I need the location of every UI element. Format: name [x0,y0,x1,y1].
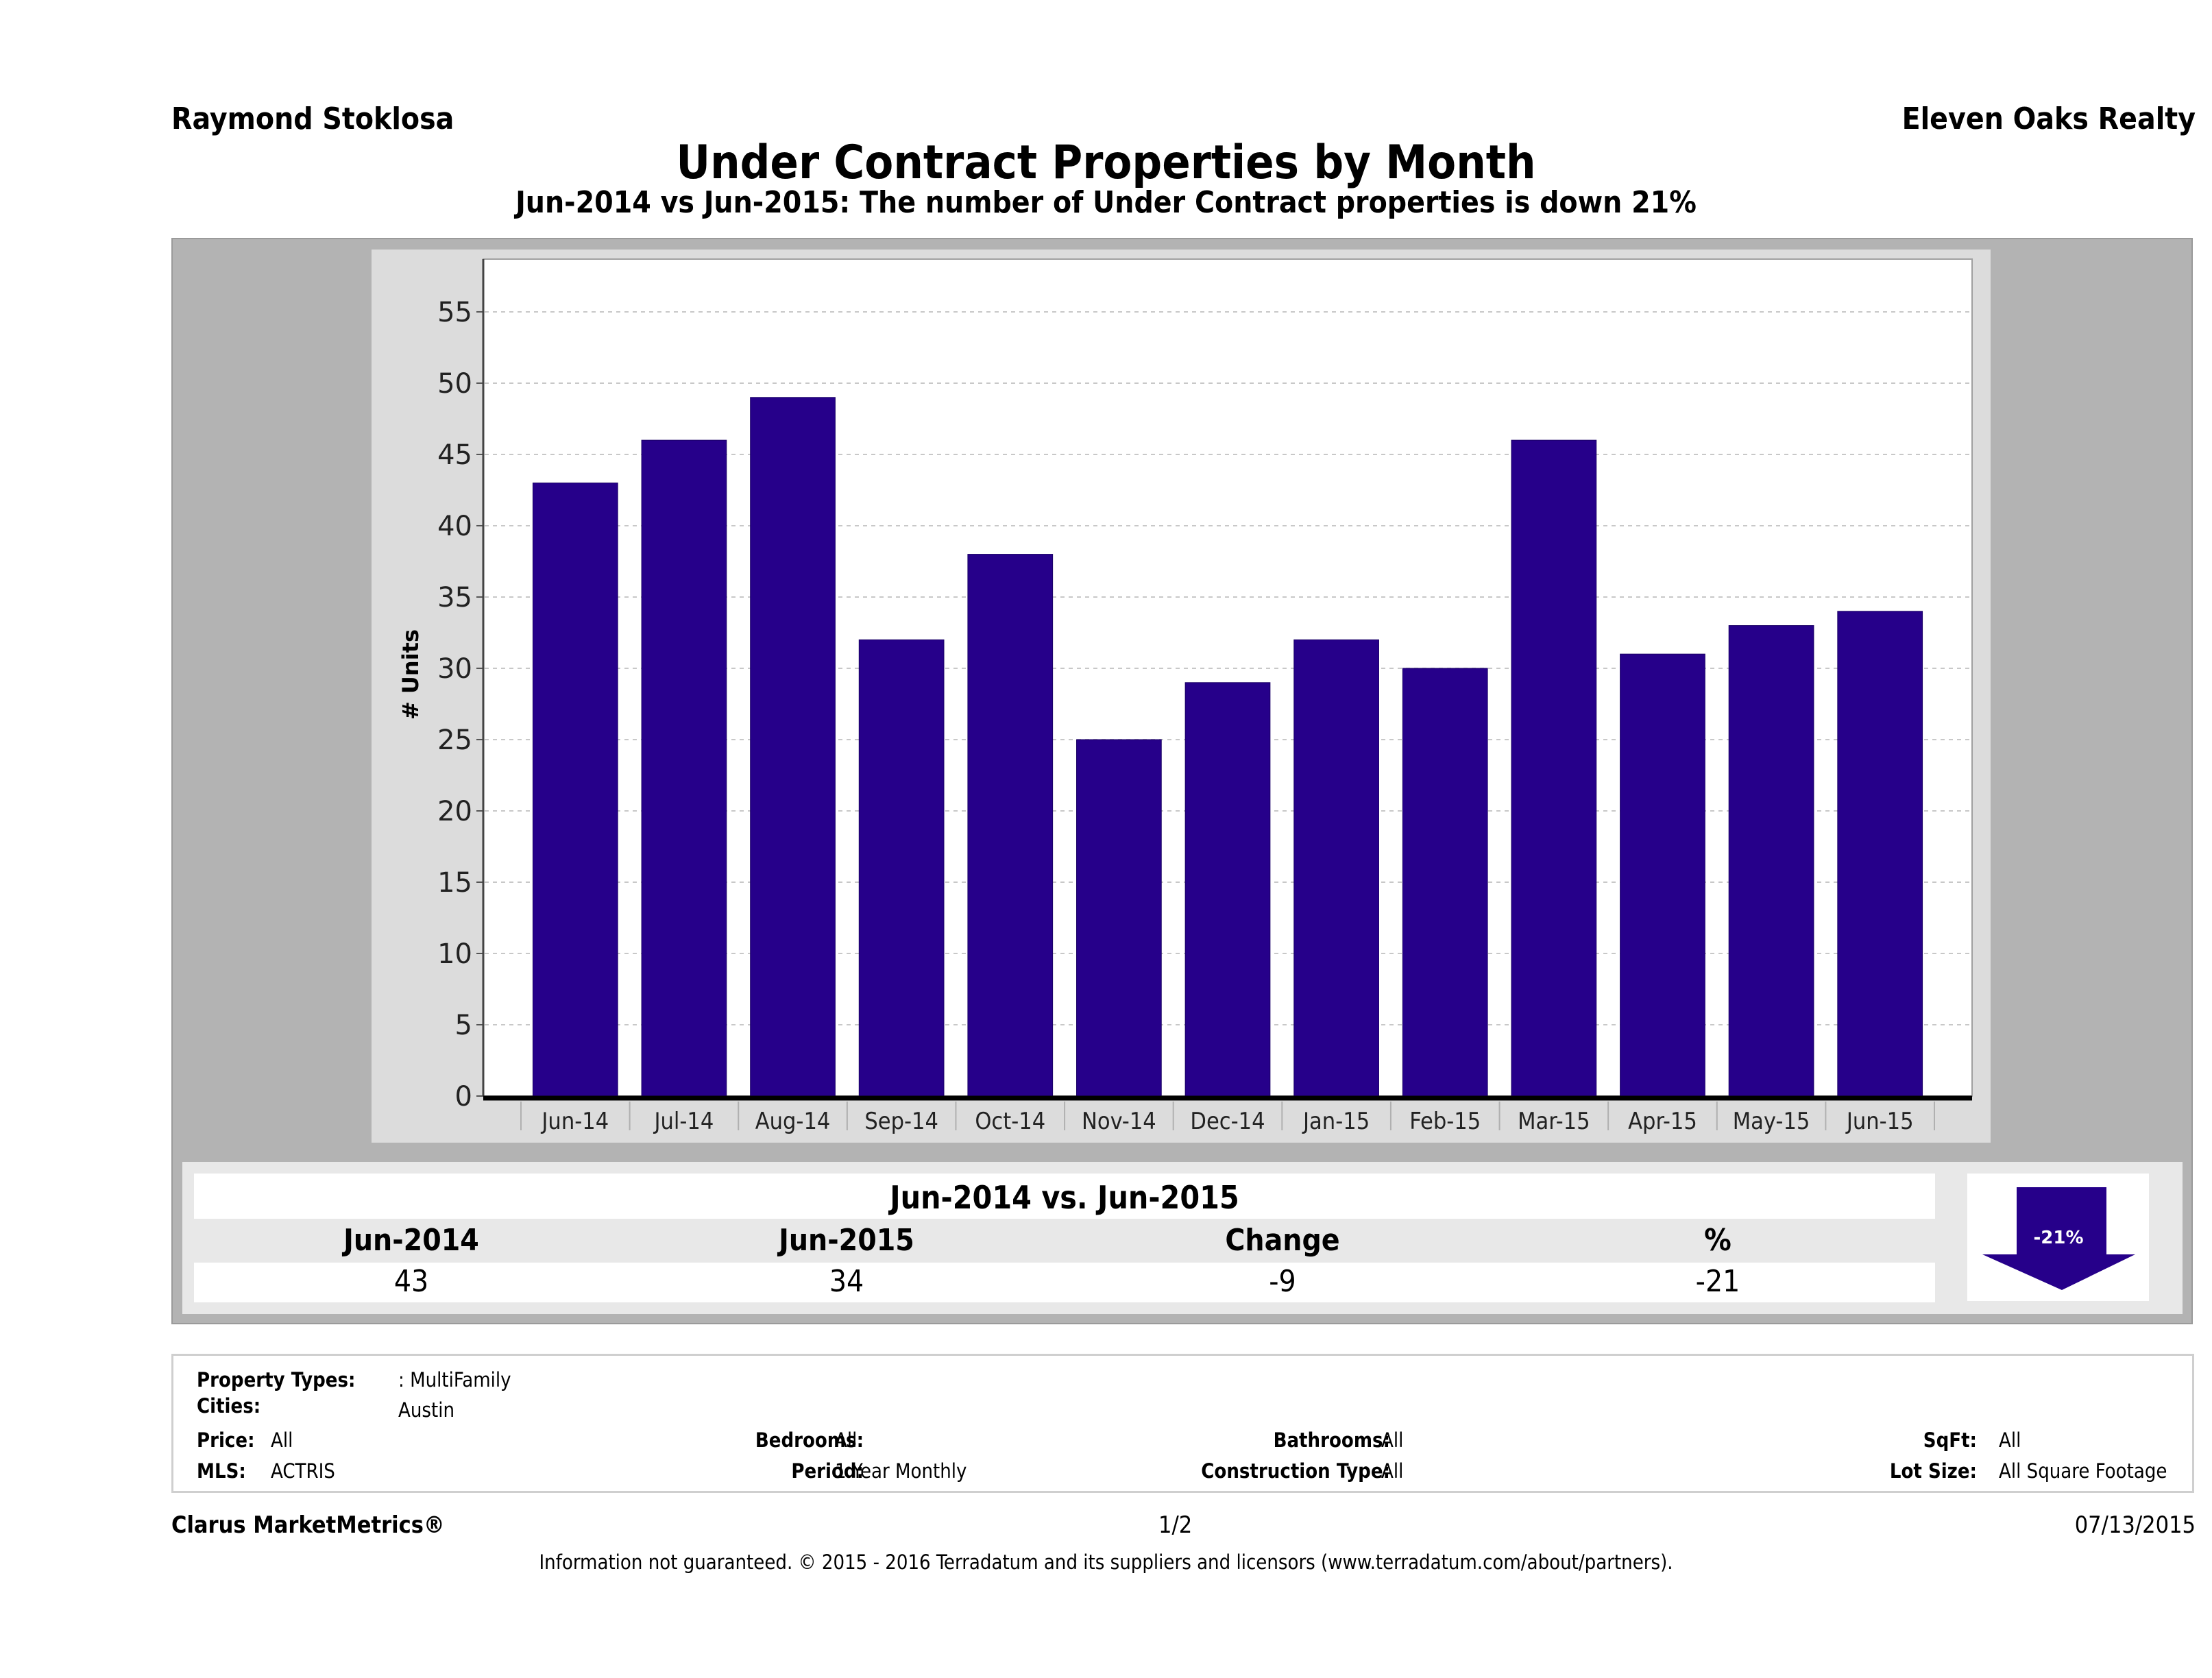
y-tick-label: 45 [437,439,472,471]
comparison-value: 34 [829,1264,864,1299]
x-tick-label: Jun-14 [540,1108,609,1135]
comparison-value: -21 [1695,1264,1740,1299]
comparison-title: Jun-2014 vs. Jun-2015 [890,1179,1239,1216]
x-tick-label: Nov-14 [1082,1108,1156,1135]
x-tick-label: Mar-15 [1518,1108,1590,1135]
comparison-header: Jun-2014 [343,1223,479,1258]
bar-sep-14 [858,639,945,1097]
bar-may-15 [1728,625,1814,1097]
price-label: Price: [197,1428,255,1452]
down-arrow-icon [1982,1187,2135,1290]
comparison-header: Change [1225,1223,1340,1258]
mls-label: MLS: [197,1459,246,1483]
property-types-value: : MultiFamily [398,1368,511,1391]
bar-apr-15 [1620,653,1705,1097]
y-tick-label: 50 [437,368,472,400]
y-tick-label: 25 [437,725,472,756]
bar-mar-15 [1511,439,1597,1097]
comparison-header: % [1704,1223,1731,1258]
x-tick-label: Jun-15 [1845,1108,1914,1135]
comparison-header-row: Jun-2014 Jun-2015 Change % [194,1219,1935,1263]
chart-panel: 0 5 10 15 20 25 30 35 40 45 50 55 Jun-14 Jul-14 Aug-14… [372,250,1991,1143]
price-value: All [271,1428,293,1452]
property-types-label: Property Types: [197,1368,356,1391]
bar-jun-15 [1837,611,1923,1097]
construction-type-label: Construction Type: [1201,1459,1390,1483]
bar-jul-14 [641,439,727,1097]
y-tick-label: 10 [437,938,472,970]
bar-jan-15 [1293,639,1379,1097]
brokerage-name: Eleven Oaks Realty [1901,101,2196,136]
bathrooms-value: All [1381,1428,1404,1452]
search-criteria-box: Property Types: : MultiFamily Cities: Au… [171,1354,2194,1493]
chart-subtitle: Jun-2014 vs Jun-2015: The number of Unde… [515,185,1697,220]
y-tick-label: 30 [437,653,472,685]
report-date: 07/13/2015 [2074,1511,2196,1539]
y-tick-label: 55 [437,297,472,328]
x-tick-label: Sep-14 [864,1108,938,1135]
bar-dec-14 [1184,682,1271,1097]
construction-type-value: All [1381,1459,1404,1483]
comparison-title-row: Jun-2014 vs. Jun-2015 [194,1174,1935,1219]
comparison-panel: Jun-2014 vs. Jun-2015 Jun-2014 Jun-2015 … [182,1162,2183,1314]
x-tick-label: Dec-14 [1190,1108,1265,1135]
chart-title: Under Contract Properties by Month [676,136,1536,190]
lot-size-label: Lot Size: [1889,1459,1977,1483]
y-tick-label: 40 [437,511,472,542]
mls-value: ACTRIS [271,1459,335,1483]
period-label: Period: [791,1459,864,1483]
bathrooms-label: Bathrooms: [1273,1428,1390,1452]
bar-chart: 0 5 10 15 20 25 30 35 40 45 50 55 Jun-14 Jul-14 Aug-14… [398,258,1973,1135]
bar-feb-15 [1402,668,1488,1097]
y-tick-label: 15 [437,867,472,899]
cities-label: Cities: [197,1394,261,1418]
x-tick-label: Aug-14 [755,1108,831,1135]
comparison-header: Jun-2015 [779,1223,914,1258]
sqft-value: All [1999,1428,2021,1452]
comparison-value: 43 [393,1264,429,1299]
footer-brand: Clarus MarketMetrics® [171,1511,445,1539]
x-tick-label: May-15 [1733,1108,1810,1135]
y-axis-label: # Units [398,629,424,720]
change-percent-label: -21% [2033,1228,2083,1248]
disclaimer: Information not guaranteed. © 2015 - 201… [539,1551,1673,1574]
cities-value: Austin [398,1398,454,1422]
y-tick-label: 20 [437,796,472,827]
x-tick-label: Oct-14 [975,1108,1045,1135]
y-tick-label: 5 [455,1010,472,1041]
y-tick-label: 35 [437,582,472,613]
bar-jun-14 [532,483,618,1097]
x-tick-label: Jul-14 [653,1108,714,1135]
bedrooms-value: All [835,1428,858,1452]
x-tick-label: Feb-15 [1409,1108,1481,1135]
bar-oct-14 [967,554,1054,1097]
period-value: 1 Year Monthly [835,1459,967,1483]
agent-name: Raymond Stoklosa [171,101,454,136]
bar-aug-14 [750,397,836,1097]
y-tick-label: 0 [455,1081,472,1112]
page-number: 1/2 [1158,1511,1193,1539]
change-indicator: -21% [1967,1174,2149,1301]
x-tick-label: Apr-15 [1628,1108,1697,1135]
bar-nov-14 [1076,739,1162,1097]
x-tick-label: Jan-15 [1302,1108,1370,1135]
comparison-value: -9 [1269,1264,1296,1299]
lot-size-value: All Square Footage [1999,1459,2167,1483]
comparison-value-row: 43 34 -9 -21 [194,1263,1935,1302]
sqft-label: SqFt: [1923,1428,1977,1452]
bedrooms-label: Bedrooms: [755,1428,864,1452]
